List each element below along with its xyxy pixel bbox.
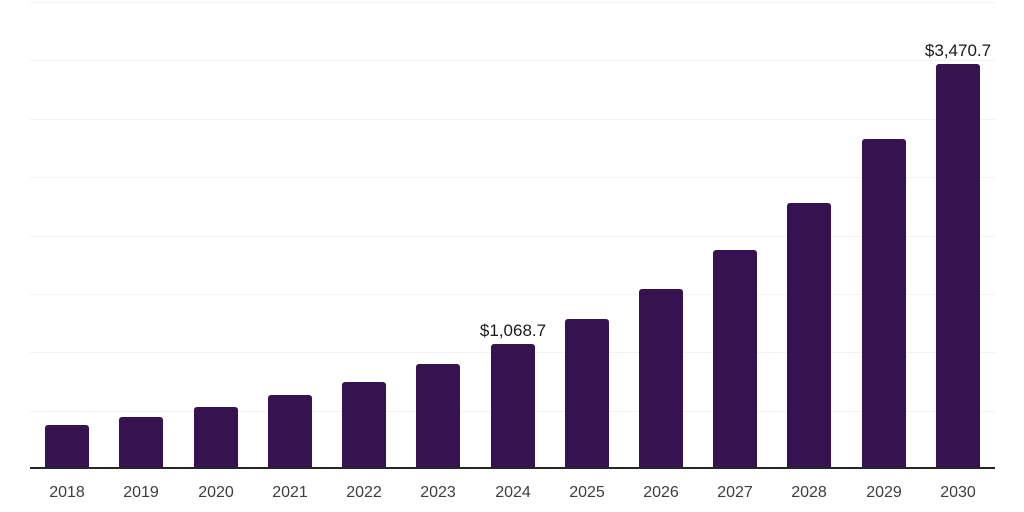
bar-2029 [862,139,906,469]
x-tick-2029: 2029 [866,484,902,501]
bar-2022 [342,382,386,469]
gridline-3000 [30,119,995,120]
data-label-2030: $3,470.7 [924,41,992,60]
x-tick-2024: 2024 [495,484,531,501]
bar-2030 [936,64,980,469]
gridline-2000 [30,236,995,237]
x-tick-2023: 2023 [420,484,456,501]
data-label-2024: $1,068.7 [479,321,547,340]
x-tick-2020: 2020 [198,484,234,501]
x-tick-2019: 2019 [123,484,159,501]
bar-2028 [787,203,831,469]
bar-2025 [565,319,609,469]
x-tick-2021: 2021 [272,484,308,501]
x-tick-2027: 2027 [717,484,753,501]
x-tick-2026: 2026 [643,484,679,501]
gridline-1500 [30,294,995,295]
gridline-3500 [30,60,995,61]
bar-2027 [713,250,757,469]
bar-2021 [268,395,312,469]
gridline-2500 [30,177,995,178]
bar-2020 [194,407,238,469]
x-tick-2030: 2030 [940,484,976,501]
x-tick-2022: 2022 [346,484,382,501]
x-tick-2028: 2028 [791,484,827,501]
bar-2023 [416,364,460,469]
bar-2018 [45,425,89,469]
bar-2026 [639,289,683,469]
x-tick-2025: 2025 [569,484,605,501]
gridline-4000 [30,2,995,3]
x-tick-2018: 2018 [49,484,85,501]
x-axis-line [30,467,995,469]
bar-2024 [491,344,535,469]
bar-2019 [119,417,163,469]
